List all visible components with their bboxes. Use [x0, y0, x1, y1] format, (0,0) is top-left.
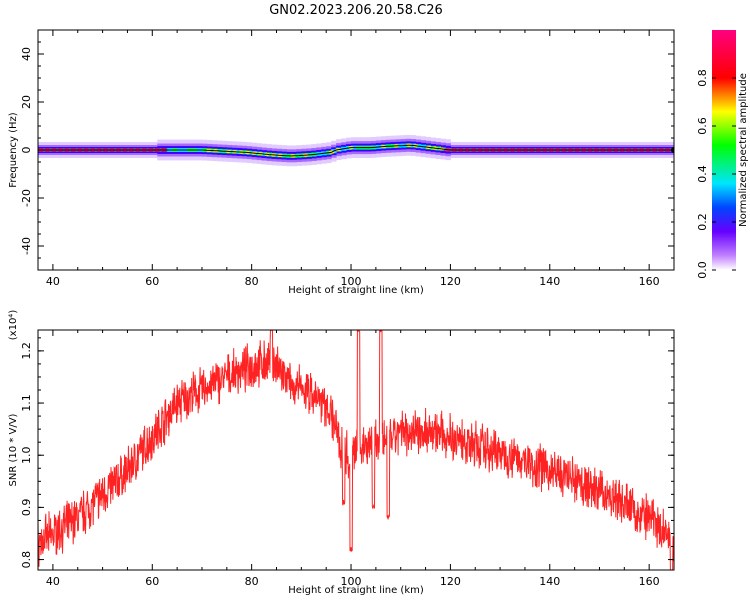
x-tick-label: 160	[639, 575, 660, 588]
x-tick-label: 40	[46, 275, 60, 288]
spectrogram-panel: 40 60 80 100 120 140 160 40 20 0 -20 -40 Height of …	[8, 29, 675, 296]
y-tick-label: 0.9	[20, 499, 33, 517]
colorbar-tick-label: 0.8	[696, 69, 709, 87]
snr-ylabel: SNR (10 * V/V)	[8, 413, 19, 486]
snr-scale-label: (x10⁴)	[8, 310, 19, 341]
spectrogram-axes: 40 60 80 100 120 140 160 40 20 0 -20 -40	[20, 30, 674, 288]
snr-series	[38, 330, 674, 570]
x-tick-label: 120	[440, 275, 461, 288]
y-tick-label: 0.8	[20, 551, 33, 569]
spectrogram-xlabel: Height of straight line (km)	[288, 285, 424, 296]
x-tick-label: 140	[539, 275, 560, 288]
y-tick-label: 20	[20, 95, 33, 109]
snr-frame	[37, 329, 675, 571]
x-tick-label: 60	[145, 575, 159, 588]
y-tick-label: 1.2	[20, 342, 33, 360]
ridge-line	[38, 144, 674, 157]
x-tick-label: 160	[639, 275, 660, 288]
y-tick-label: 0	[20, 147, 33, 154]
colorbar-tick-label: 0.0	[696, 261, 709, 279]
y-tick-label: 1.0	[20, 446, 33, 464]
snr-panel: 40 60 80 100 120 140 160 1.2 1.1 1.0 0.9 0.8 Height…	[8, 310, 675, 596]
colorbar-ticks: 0.0 0.2 0.4 0.6 0.8	[696, 69, 736, 279]
snr-axes: 40 60 80 100 120 140 160 1.2 1.1 1.0 0.9 0.8	[20, 330, 674, 588]
x-tick-label: 80	[245, 575, 259, 588]
x-tick-label: 120	[440, 575, 461, 588]
y-tick-label: 1.1	[20, 394, 33, 412]
spectrogram-heatmap	[38, 134, 674, 167]
snr-xlabel: Height of straight line (km)	[288, 585, 424, 596]
colorbar-tick-label: 0.6	[696, 117, 709, 135]
x-tick-label: 60	[145, 275, 159, 288]
x-tick-label: 100	[341, 575, 362, 588]
x-tick-label: 100	[341, 275, 362, 288]
x-tick-label: 140	[539, 575, 560, 588]
figure-title: GN02.2023.206.20.58.C26	[269, 3, 443, 18]
x-tick-label: 80	[245, 275, 259, 288]
colorbar-tick-label: 0.2	[696, 213, 709, 231]
colorbar-gradient	[712, 30, 736, 270]
spectrogram-ylabel: Frequency (Hz)	[8, 112, 19, 188]
colorbar-label: Normalized spectral amplitude	[738, 73, 749, 227]
colorbar-tick-label: 0.4	[696, 165, 709, 183]
y-tick-label: -40	[20, 237, 33, 255]
x-tick-label: 40	[46, 575, 60, 588]
y-tick-label: 40	[20, 47, 33, 61]
y-tick-label: -20	[20, 189, 33, 207]
colorbar: 0.0 0.2 0.4 0.6 0.8 Normalized spectral ampl…	[696, 30, 749, 279]
snr-line	[38, 330, 674, 570]
